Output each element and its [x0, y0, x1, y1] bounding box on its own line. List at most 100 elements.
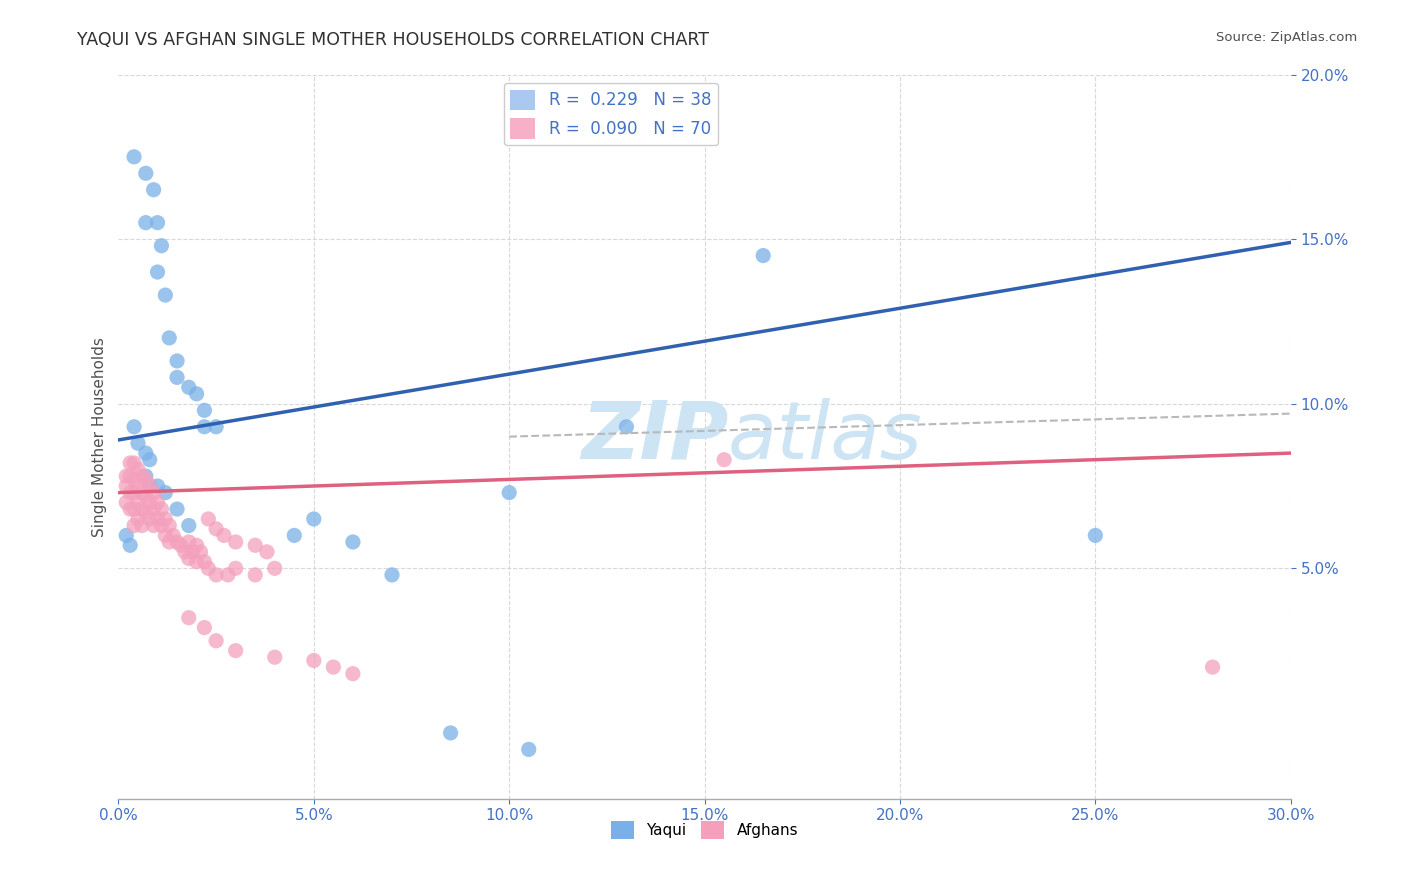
Point — [752, 249, 775, 263]
Point — [131, 502, 153, 516]
Point — [131, 518, 153, 533]
Point — [146, 512, 169, 526]
Point — [115, 495, 138, 509]
Point — [245, 538, 267, 552]
Point — [498, 485, 520, 500]
Point — [146, 265, 169, 279]
Text: YAQUI VS AFGHAN SINGLE MOTHER HOUSEHOLDS CORRELATION CHART: YAQUI VS AFGHAN SINGLE MOTHER HOUSEHOLDS… — [77, 31, 710, 49]
Point — [302, 653, 325, 667]
Point — [122, 502, 145, 516]
Point — [186, 538, 208, 552]
Point — [138, 479, 160, 493]
Point — [1201, 660, 1223, 674]
Point — [135, 446, 157, 460]
Point — [205, 522, 228, 536]
Point — [177, 551, 200, 566]
Point — [177, 535, 200, 549]
Point — [127, 436, 149, 450]
Point — [1084, 528, 1107, 542]
Point — [142, 502, 165, 516]
Point — [205, 633, 228, 648]
Point — [135, 489, 157, 503]
Point — [127, 479, 149, 493]
Point — [122, 419, 145, 434]
Point — [122, 518, 145, 533]
Point — [263, 650, 285, 665]
Point — [155, 485, 177, 500]
Point — [170, 538, 193, 552]
Point — [157, 535, 180, 549]
Point — [138, 479, 160, 493]
Point — [120, 485, 142, 500]
Point — [713, 452, 735, 467]
Text: Source: ZipAtlas.com: Source: ZipAtlas.com — [1216, 31, 1357, 45]
Point — [122, 472, 145, 486]
Point — [120, 469, 142, 483]
Point — [283, 528, 305, 542]
Point — [342, 535, 364, 549]
Point — [150, 502, 173, 516]
Point — [181, 545, 204, 559]
Point — [146, 216, 169, 230]
Point — [256, 545, 278, 559]
Point — [120, 502, 142, 516]
Point — [135, 472, 157, 486]
Text: atlas: atlas — [728, 398, 922, 475]
Point — [193, 419, 215, 434]
Point — [155, 528, 177, 542]
Point — [190, 545, 212, 559]
Point — [186, 387, 208, 401]
Point — [225, 561, 247, 575]
Point — [517, 742, 540, 756]
Point — [439, 726, 461, 740]
Point — [135, 216, 157, 230]
Point — [186, 555, 208, 569]
Point — [225, 535, 247, 549]
Point — [342, 666, 364, 681]
Point — [193, 621, 215, 635]
Point — [150, 238, 173, 252]
Point — [115, 528, 138, 542]
Point — [245, 568, 267, 582]
Y-axis label: Single Mother Households: Single Mother Households — [93, 336, 107, 537]
Point — [193, 403, 215, 417]
Point — [217, 568, 239, 582]
Point — [166, 535, 188, 549]
Point — [122, 485, 145, 500]
Point — [135, 469, 157, 483]
Point — [142, 485, 165, 500]
Point — [122, 150, 145, 164]
Point — [150, 518, 173, 533]
Text: ZIP: ZIP — [581, 398, 728, 475]
Point — [127, 462, 149, 476]
Point — [146, 495, 169, 509]
Point — [263, 561, 285, 575]
Point — [146, 479, 169, 493]
Point — [142, 183, 165, 197]
Point — [155, 288, 177, 302]
Point — [302, 512, 325, 526]
Point — [197, 512, 219, 526]
Point — [131, 485, 153, 500]
Point — [127, 495, 149, 509]
Point — [115, 469, 138, 483]
Point — [115, 479, 138, 493]
Point — [135, 166, 157, 180]
Point — [193, 555, 215, 569]
Point — [205, 419, 228, 434]
Point — [135, 505, 157, 519]
Point — [162, 528, 184, 542]
Point — [205, 568, 228, 582]
Point — [173, 545, 195, 559]
Point — [166, 354, 188, 368]
Point — [166, 370, 188, 384]
Point — [197, 561, 219, 575]
Point — [177, 518, 200, 533]
Point — [616, 419, 638, 434]
Point — [177, 380, 200, 394]
Point — [122, 456, 145, 470]
Point — [322, 660, 344, 674]
Point — [381, 568, 404, 582]
Point — [166, 502, 188, 516]
Point — [225, 643, 247, 657]
